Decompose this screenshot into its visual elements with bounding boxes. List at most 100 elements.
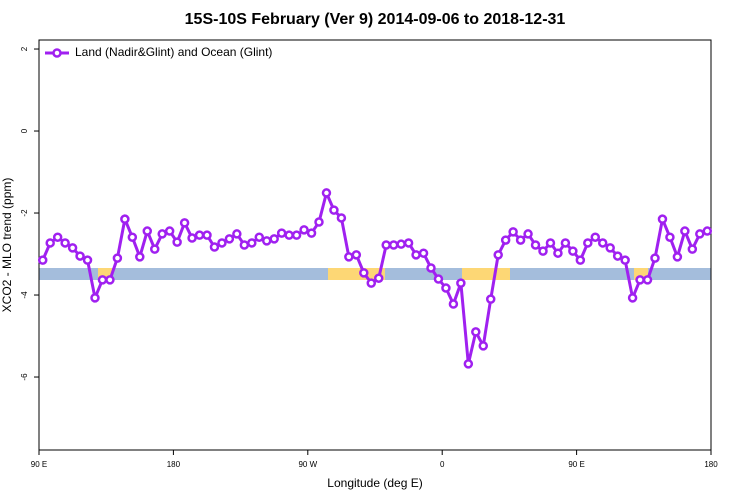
y-tick-label: 2 [20, 46, 29, 51]
data-point [254, 232, 265, 242]
data-point [269, 234, 279, 244]
data-point [650, 253, 660, 263]
data-point [381, 240, 391, 250]
data-point [60, 238, 70, 248]
data-point [665, 232, 675, 242]
data-point [187, 233, 197, 243]
x-tick-label: 90 E [568, 460, 584, 469]
data-point [605, 243, 615, 253]
data-point [478, 341, 489, 351]
data-point [396, 239, 406, 249]
data-point [657, 214, 668, 224]
data-point [45, 238, 55, 248]
data-point [448, 299, 459, 309]
data-point [687, 244, 698, 254]
data-point [545, 238, 556, 248]
data-point [568, 246, 578, 256]
data-point [336, 213, 347, 223]
data-point [52, 232, 63, 242]
data-point [366, 278, 377, 288]
y-tick-label: -2 [20, 209, 29, 217]
data-point [135, 252, 145, 262]
data-point [179, 218, 190, 228]
data-point [642, 275, 653, 285]
x-tick-label: 90 W [298, 460, 317, 469]
x-axis-label: Longitude (deg E) [327, 476, 422, 490]
data-point [37, 255, 48, 265]
plot-frame [38, 39, 712, 451]
y-axis-label: XCO2 - MLO trend (ppm) [0, 178, 14, 313]
y-tick-label: -4 [20, 291, 29, 299]
data-point [261, 236, 272, 246]
data-point [120, 214, 130, 224]
data-point [67, 243, 78, 253]
data-point [426, 263, 436, 273]
data-point [359, 268, 369, 278]
data-point [157, 229, 167, 239]
data-point [530, 240, 541, 250]
data-point [105, 275, 115, 285]
data-point [538, 246, 548, 256]
data-point [112, 253, 123, 263]
data-point [583, 238, 593, 248]
data-point [508, 227, 518, 237]
chart-title: 15S-10S February (Ver 9) 2014-09-06 to 2… [185, 11, 566, 28]
data-point [553, 248, 563, 258]
data-point [194, 230, 205, 240]
data-point [97, 275, 108, 285]
data-point [202, 230, 212, 240]
data-point [299, 225, 309, 235]
data-point [329, 205, 339, 215]
data-point [388, 240, 399, 250]
data-point [351, 250, 362, 260]
data-point [172, 237, 182, 247]
data-point [411, 250, 421, 260]
data-point [314, 217, 324, 227]
data-point [232, 229, 242, 239]
data-point [75, 251, 85, 261]
data-point [149, 244, 160, 254]
x-tick-label: 180 [704, 460, 718, 469]
data-point [695, 229, 705, 239]
data-point [127, 232, 138, 242]
data-point [239, 240, 250, 250]
data-point [463, 359, 474, 369]
data-point [276, 228, 287, 238]
x-tick-label: 90 E [31, 460, 47, 469]
data-point [493, 250, 503, 260]
land-strip [462, 268, 510, 280]
data-point [306, 228, 317, 238]
data-point [523, 229, 533, 239]
data-point [82, 255, 93, 265]
data-point [403, 238, 414, 248]
data-point [209, 242, 220, 252]
legend-label: Land (Nadir&Glint) and Ocean (Glint) [75, 45, 272, 59]
data-point [456, 278, 466, 288]
data-point [635, 275, 645, 285]
data-point [515, 235, 526, 245]
land-strip [328, 268, 385, 280]
data-point [344, 252, 354, 262]
surface-strip [39, 268, 711, 280]
data-point [291, 230, 302, 240]
data-point [597, 238, 608, 248]
data-point [224, 234, 235, 244]
data-point [433, 274, 444, 284]
y-tick-label: 0 [20, 128, 29, 133]
data-point [620, 255, 630, 265]
data-point [217, 238, 227, 248]
data-point [612, 251, 623, 261]
data-point [247, 238, 257, 248]
data-point [418, 248, 429, 258]
data-point [321, 188, 332, 198]
data-point [500, 235, 511, 245]
data-point [590, 232, 601, 242]
y-tick-label: -6 [20, 373, 29, 381]
legend-marker [52, 48, 62, 58]
x-tick-label: 0 [440, 460, 445, 469]
data-point [485, 294, 496, 304]
data-point [471, 327, 481, 337]
data-point [90, 293, 100, 303]
data-point [672, 252, 683, 262]
